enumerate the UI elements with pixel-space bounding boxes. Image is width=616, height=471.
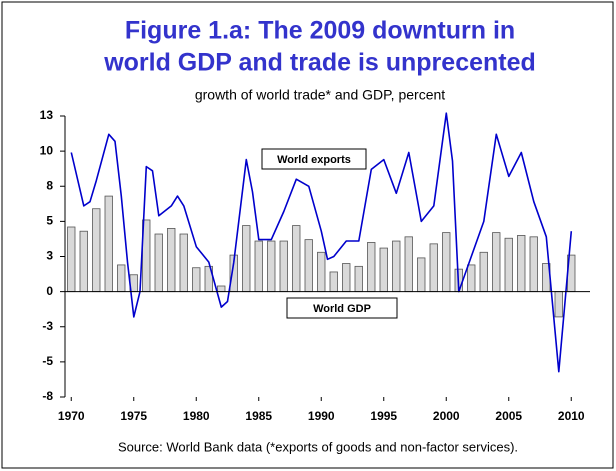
- bar: [242, 225, 251, 293]
- bar: [79, 230, 88, 293]
- chart-subtitle: growth of world trade* and GDP, percent: [195, 87, 445, 103]
- y-tick-label: -3: [42, 319, 53, 333]
- bar: [92, 208, 101, 293]
- bar: [342, 263, 351, 293]
- bar: [217, 285, 226, 293]
- bar: [117, 264, 126, 293]
- chart-title: world GDP and trade is unprecented: [103, 49, 536, 77]
- line: [70, 112, 573, 373]
- bar: [429, 243, 438, 293]
- y-tick-label: 0: [46, 284, 53, 298]
- bar: [517, 235, 526, 293]
- bar: [554, 291, 563, 318]
- y-tick-label: 5: [46, 214, 53, 228]
- bar: [404, 236, 413, 293]
- y-tick-label: 10: [40, 143, 54, 157]
- x-tick-label: 1980: [183, 409, 210, 423]
- y-tick-label: 8: [46, 178, 53, 192]
- bar: [367, 242, 376, 293]
- bar: [479, 251, 488, 293]
- annotation: World GDP: [313, 303, 371, 315]
- x-tick-label: 1985: [245, 409, 272, 423]
- bar: [267, 240, 276, 293]
- bar: [179, 233, 188, 293]
- y-tick-label: -8: [42, 389, 53, 403]
- bar: [379, 247, 388, 293]
- bar: [279, 240, 288, 293]
- bar: [442, 232, 451, 293]
- annotation-box: [261, 148, 367, 170]
- bar: [354, 265, 363, 293]
- bar: [492, 232, 501, 293]
- source-note: Source: World Bank data (*exports of goo…: [118, 439, 518, 454]
- bar: [67, 226, 76, 293]
- bar: [504, 237, 513, 293]
- bar: [292, 225, 301, 293]
- bar: [304, 239, 313, 293]
- bar: [467, 264, 476, 293]
- bar: [417, 257, 426, 293]
- y-tick-label: 13: [40, 108, 54, 122]
- x-tick-label: 1970: [58, 409, 85, 423]
- bar: [329, 271, 338, 293]
- x-tick-label: 1995: [370, 409, 397, 423]
- y-tick-label: -5: [42, 354, 53, 368]
- chart-title: Figure 1.a: The 2009 downturn in: [125, 17, 515, 45]
- annotation-box: [286, 297, 398, 319]
- y-tick-label: 3: [46, 249, 53, 263]
- annotation: World exports: [277, 154, 351, 166]
- bar: [254, 240, 263, 293]
- bar: [192, 267, 201, 293]
- bar: [154, 233, 163, 293]
- bar: [392, 240, 401, 293]
- bar: [317, 251, 326, 293]
- x-tick-label: 2005: [495, 409, 522, 423]
- bar: [167, 227, 176, 293]
- x-tick-label: 2000: [433, 409, 460, 423]
- x-tick-label: 1990: [308, 409, 335, 423]
- x-tick-label: 1975: [120, 409, 147, 423]
- bar: [529, 236, 538, 293]
- x-tick-label: 2010: [558, 409, 585, 423]
- bar: [104, 195, 113, 293]
